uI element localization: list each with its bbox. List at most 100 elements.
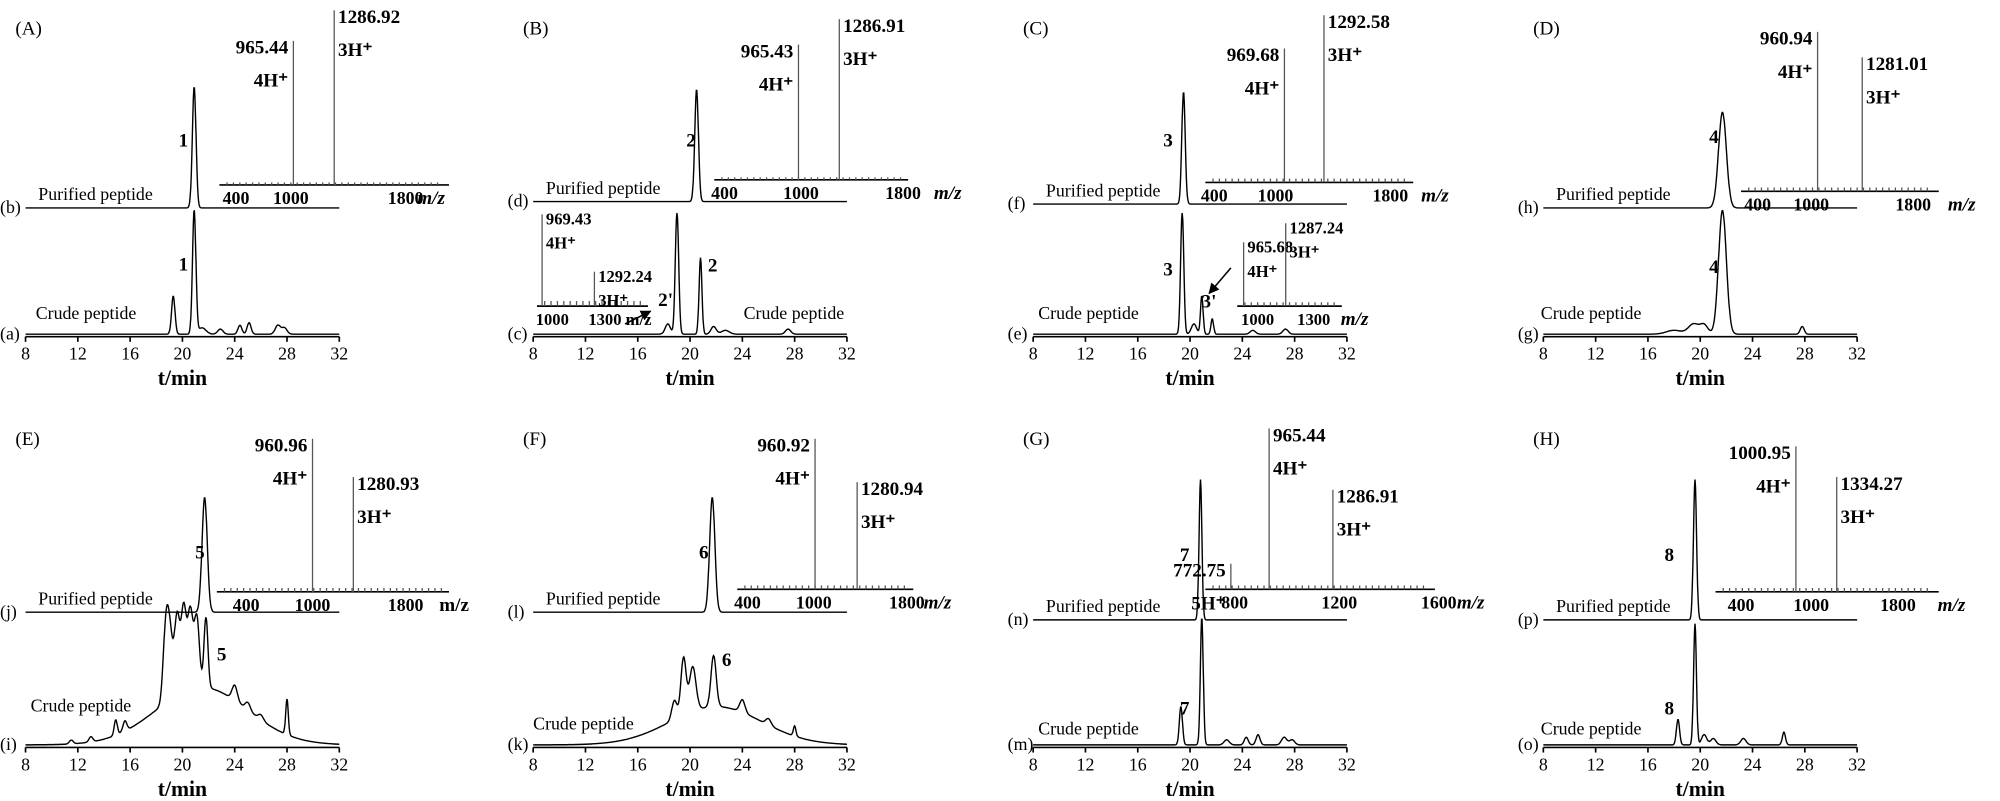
crude-trace [25, 601, 340, 746]
panel-letter: (H) [1533, 429, 1560, 450]
x-tick-label: 32 [838, 754, 856, 774]
ms-tick-label: 1300 [1297, 310, 1330, 329]
ms-peak-label: 960.96 [255, 436, 308, 457]
trace-tag: (i) [0, 734, 17, 755]
panel-letter: (G) [1023, 429, 1050, 450]
trace-tag: (c) [508, 323, 528, 344]
ms-tick-label: 1000 [1241, 310, 1274, 329]
ms-ion-label: 4H⁺ [1245, 78, 1280, 99]
x-tick-label: 28 [1286, 344, 1304, 364]
x-tick-label: 12 [577, 344, 595, 364]
purified-trace [533, 89, 847, 203]
ms-tick-label: 400 [1201, 186, 1228, 206]
trace-label: Purified peptide [38, 589, 153, 609]
ms-tick-label: 800 [1221, 592, 1248, 612]
ms-unit: m/z [934, 183, 962, 204]
x-axis-label: t/min [158, 777, 207, 801]
ms-tick-label: 400 [1728, 595, 1755, 615]
trace-tag: (p) [1518, 609, 1539, 630]
ms-peak-label: 960.94 [1760, 29, 1813, 50]
ms-tick-label: 1000 [783, 183, 819, 203]
trace-tag: (e) [1008, 323, 1028, 344]
x-tick-label: 28 [786, 754, 804, 774]
crude-trace [1543, 210, 1858, 335]
trace-label: Crude peptide [533, 714, 634, 734]
ms-peak-label: 1281.01 [1866, 54, 1928, 75]
trace-label: Purified peptide [546, 178, 661, 198]
x-axis-label: t/min [1165, 777, 1214, 801]
ms-peak-label: 1000.95 [1729, 443, 1791, 464]
x-tick-label: 12 [69, 344, 87, 364]
ms-tick-label: 1300 m/z [588, 310, 651, 329]
ms-tick-label: 1000 [796, 592, 832, 612]
crude-trace [533, 654, 847, 746]
x-tick-label: 28 [278, 754, 296, 774]
trace-label: Crude peptide [1541, 303, 1642, 323]
ms-ion-label: 4H⁺ [1273, 458, 1308, 479]
x-tick-label: 24 [1233, 344, 1251, 364]
x-tick-label: 8 [1029, 754, 1038, 774]
ms-tick-label: 1800 [1895, 194, 1931, 214]
trace-label: Crude peptide [1038, 303, 1139, 323]
x-tick-label: 32 [1338, 344, 1356, 364]
x-tick-label: 24 [226, 754, 244, 774]
trace-tag: (g) [1518, 323, 1539, 344]
ms-ion-label: 5H⁺ [1191, 594, 1226, 615]
ms-ion-label: 4H⁺ [1778, 62, 1813, 83]
arrow [1208, 267, 1232, 295]
peak-label: 7 [1180, 698, 1190, 719]
ms-peak-label: 965.68 [1247, 238, 1293, 257]
ms-tick-label: 400 [734, 592, 761, 612]
ms-tick-label: 1200 [1321, 592, 1357, 612]
trace-label: Purified peptide [38, 184, 153, 204]
ms-ion-label: 3H⁺ [357, 507, 392, 528]
trace-label: Crude peptide [744, 303, 845, 323]
x-tick-label: 8 [529, 344, 538, 364]
ms-tick-label: 1800 [388, 595, 424, 615]
x-tick-label: 28 [1286, 754, 1304, 774]
x-tick-label: 8 [1539, 754, 1548, 774]
x-tick-label: 16 [1639, 754, 1657, 774]
x-tick-label: 20 [681, 754, 699, 774]
x-tick-label: 12 [577, 754, 595, 774]
panel-letter: (E) [15, 429, 39, 450]
ms-ion-label: 4H⁺ [273, 469, 308, 490]
x-tick-label: 20 [173, 344, 191, 364]
trace-tag: (f) [1008, 193, 1026, 214]
ms-ion-label: 3H⁺ [1337, 520, 1372, 541]
ms-ion-label: 3H⁺ [861, 512, 896, 533]
impurity-label: 3' [1202, 291, 1217, 312]
ms-tick-label: 1600 [1421, 592, 1457, 612]
peak-label: 8 [1665, 545, 1675, 566]
x-tick-label: 16 [629, 344, 647, 364]
impurity-label: 2' [658, 290, 673, 311]
ms-peak-label: 1286.92 [338, 7, 400, 28]
x-tick-label: 12 [1077, 754, 1095, 774]
x-axis-label: t/min [158, 366, 207, 390]
ms-unit: m/z [924, 592, 952, 613]
ms-tick-label: 1000 [1258, 186, 1294, 206]
ms-unit: m/z [439, 595, 469, 616]
trace-label: Purified peptide [1556, 596, 1671, 616]
ms-ion-label: 3H⁺ [1841, 507, 1876, 528]
x-axis-label: t/min [1676, 366, 1725, 390]
crude-trace [25, 209, 340, 335]
trace-tag: (o) [1518, 734, 1539, 755]
ms-ion-label: 4H⁺ [759, 75, 794, 96]
trace-label: Purified peptide [546, 589, 661, 609]
trace-tag: (m) [1008, 734, 1034, 755]
trace-tag: (l) [508, 601, 525, 622]
peak-label: 5 [195, 543, 205, 564]
trace-label: Crude peptide [1038, 719, 1139, 739]
ms-peak-label: 772.75 [1173, 561, 1226, 582]
x-tick-label: 8 [21, 344, 30, 364]
peak-label: 6 [722, 650, 732, 671]
trace-label: Crude peptide [36, 303, 137, 323]
crude-trace [533, 212, 847, 335]
x-tick-label: 20 [1181, 754, 1199, 774]
peak-label: 5 [217, 645, 227, 666]
ms-tick-label: 1800 [889, 592, 925, 612]
ms-peak-label: 1287.24 [1290, 218, 1344, 237]
peak-label: 1 [179, 131, 189, 152]
peak-label: 6 [699, 543, 709, 564]
